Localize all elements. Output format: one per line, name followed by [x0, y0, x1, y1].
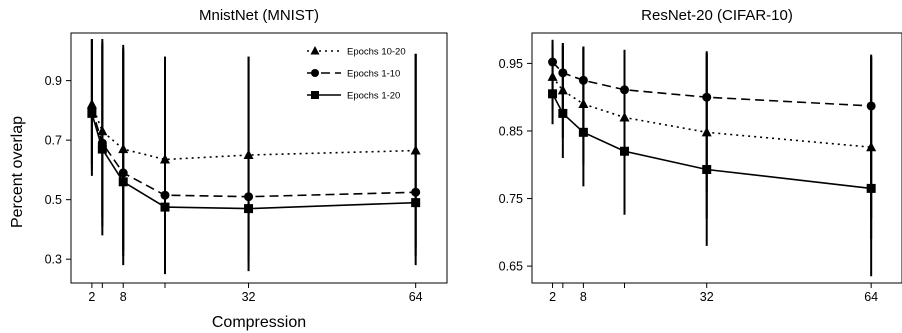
data-point — [411, 198, 421, 208]
plot-frame — [531, 32, 902, 284]
y-tick-label: 0.7 — [45, 134, 62, 148]
chart-panel-mnistnet: MnistNet (MNIST) 0.3 0.5 0.7 0.9 2 8 32 64 Epochs… — [45, 7, 448, 304]
x-tick-label: 32 — [242, 290, 256, 304]
x-tick-label: 8 — [580, 290, 587, 304]
series-square — [87, 38, 421, 275]
series-line — [551, 76, 872, 148]
series-line — [91, 104, 416, 161]
legend: Epochs 10-20 Epochs 1-10 Epochs 1-20 — [307, 46, 406, 102]
chart-panel-resnet: ResNet-20 (CIFAR-10) 0.65 0.75 0.85 0.95 2 8 32… — [499, 7, 902, 304]
x-tick-label: 32 — [700, 290, 714, 304]
chart-title: MnistNet (MNIST) — [199, 7, 319, 24]
series-square — [548, 46, 876, 277]
y-tick-label: 0.5 — [45, 193, 62, 207]
data-point — [244, 204, 254, 214]
data-point — [578, 127, 588, 137]
series-line — [91, 108, 416, 198]
data-point — [866, 183, 876, 193]
y-tick-label: 0.75 — [499, 192, 523, 206]
data-point — [702, 164, 712, 174]
data-point — [118, 177, 128, 187]
chart-title: ResNet-20 (CIFAR-10) — [641, 7, 793, 24]
series-line — [91, 113, 416, 210]
data-point — [548, 89, 558, 99]
y-tick-label: 0.9 — [45, 74, 62, 88]
data-point — [87, 108, 97, 118]
legend-marker — [311, 91, 319, 99]
legend-marker — [310, 46, 320, 55]
legend-marker — [311, 69, 319, 77]
x-axis-title: Compression — [212, 314, 306, 331]
series-line — [551, 61, 872, 107]
y-tick-label: 0.3 — [45, 253, 62, 267]
x-tick-label: 2 — [549, 290, 556, 304]
series-line — [551, 93, 872, 190]
data-point — [620, 146, 629, 156]
y-tick-label: 0.65 — [499, 260, 523, 274]
legend-label: Epochs 1-20 — [347, 91, 400, 102]
legend-label: Epochs 1-10 — [347, 69, 400, 80]
data-point — [160, 202, 170, 212]
plot-frame — [70, 32, 448, 284]
data-point — [558, 108, 568, 118]
y-tick-label: 0.85 — [499, 124, 523, 138]
legend-label: Epochs 10-20 — [347, 47, 406, 58]
x-tick-label: 64 — [409, 290, 423, 304]
y-axis-title: Percent overlap — [9, 116, 26, 228]
series-triangle — [547, 43, 877, 240]
y-tick-label: 0.95 — [499, 57, 523, 71]
x-tick-label: 8 — [120, 290, 127, 304]
x-tick-label: 2 — [88, 290, 95, 304]
series-circle — [548, 39, 876, 219]
x-tick-label: 64 — [864, 290, 878, 304]
data-point — [97, 144, 107, 154]
